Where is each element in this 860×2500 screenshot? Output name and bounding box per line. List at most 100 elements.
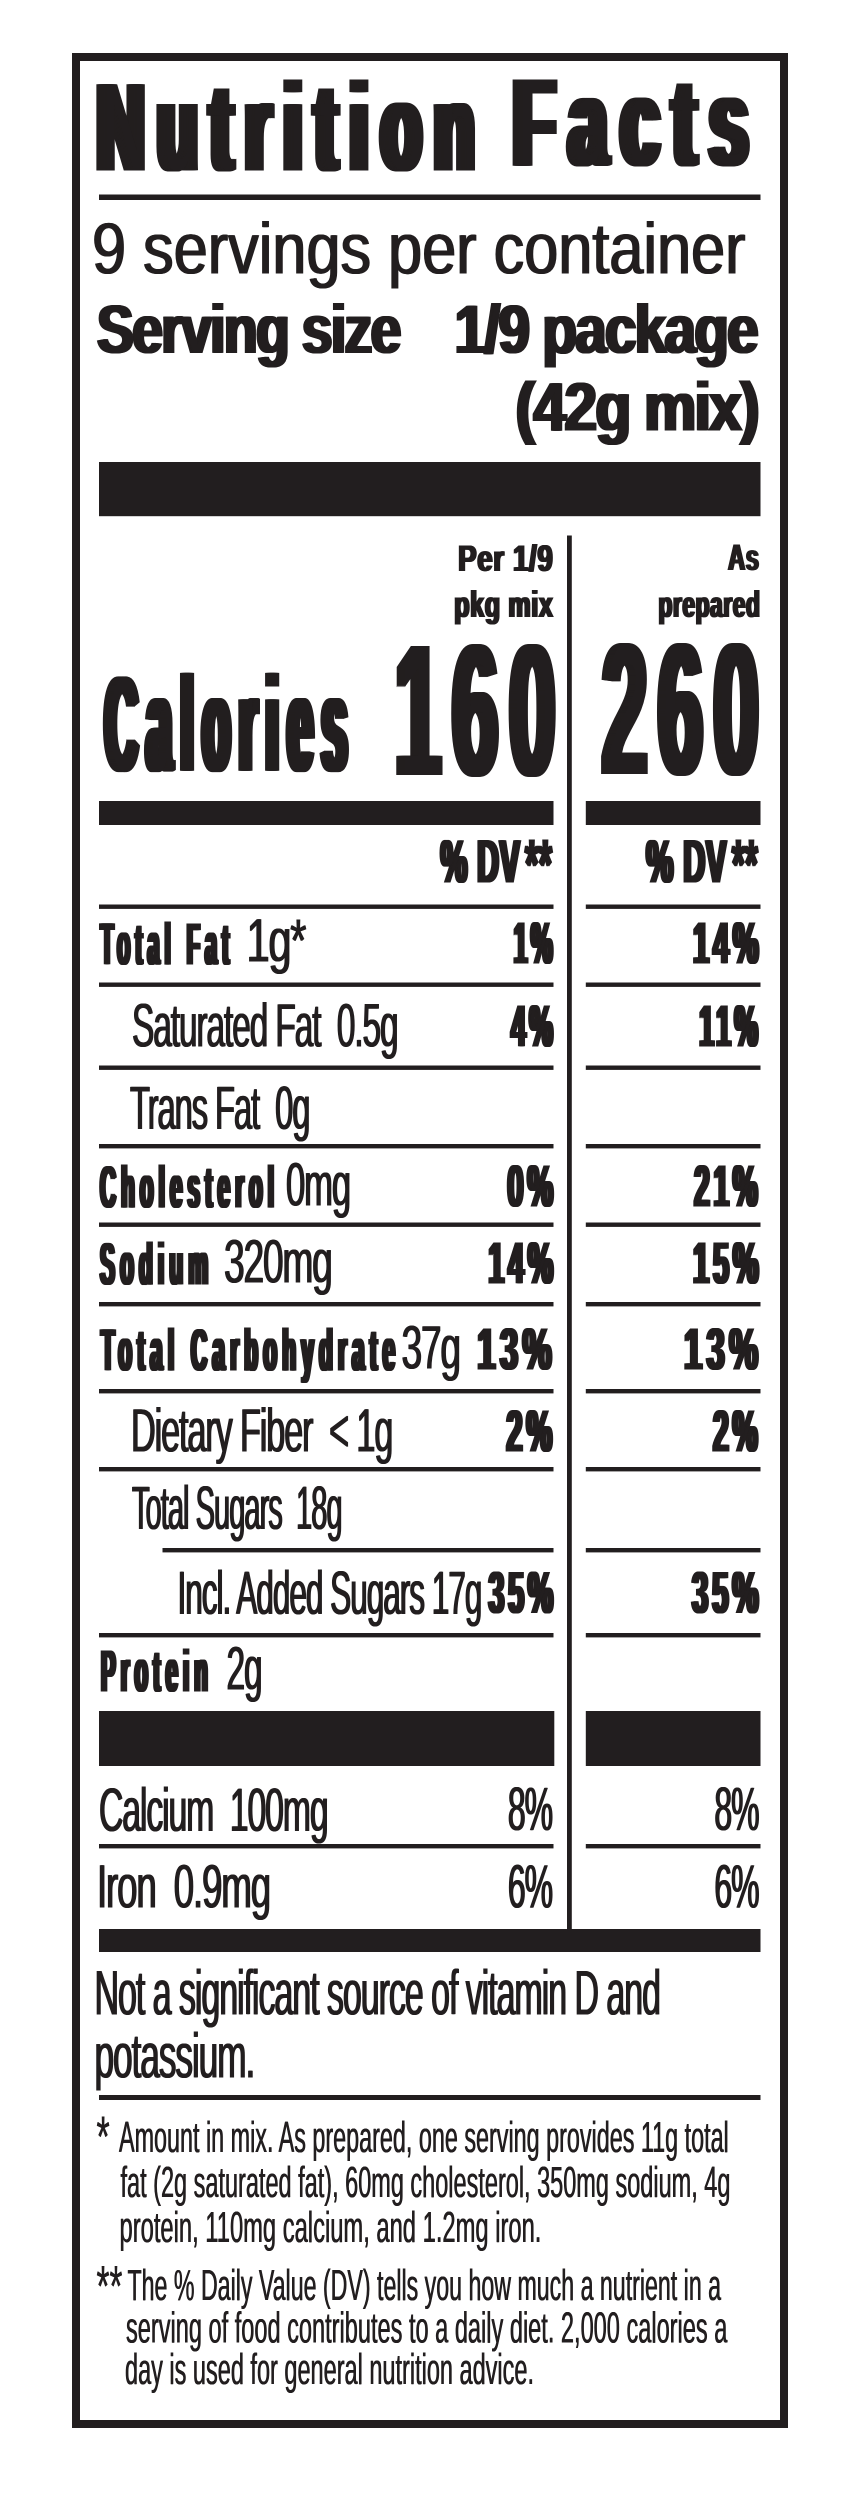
svg-text:Calories: Calories [106,650,357,800]
svg-text:1g*: 1g* [246,908,306,976]
svg-text:Total Sugars 18g: Total Sugars 18g [131,1475,341,1543]
svg-text:**: ** [96,2255,122,2320]
svg-text:% DV: % DV [441,828,521,896]
svg-text:Per 1/9: Per 1/9 [459,537,554,579]
svg-text:Cholesterol: Cholesterol [102,1156,281,1221]
svg-text:160: 160 [395,605,566,815]
svg-text:prepared: prepared [659,583,761,625]
svg-text:Incl. Added Sugars 17g: Incl. Added Sugars 17g [178,1560,482,1628]
svg-text:21%: 21% [695,1153,762,1219]
svg-text:Total Carbohydrate: Total Carbohydrate [103,1319,402,1384]
svg-text:(42g mix): (42g mix) [517,369,759,445]
svg-text:As: As [728,537,759,579]
svg-text:11%: 11% [698,994,760,1060]
svg-text:13%: 13% [477,1318,556,1384]
svg-text:14%: 14% [692,910,761,976]
svg-text:**: ** [733,824,759,905]
svg-text:13%: 13% [479,1318,558,1384]
svg-text:Amount in mix. As prepared, on: Amount in mix. As prepared, one serving … [119,2114,729,2163]
svg-text:% DV: % DV [647,828,728,896]
svg-text:Nutrition: Nutrition [96,59,486,198]
svg-text:Nutrition: Nutrition [92,59,482,198]
svg-text:160: 160 [396,605,567,815]
svg-text:protein, 110mg calcium, and 1.: protein, 110mg calcium, and 1.2mg iron. [120,2203,542,2251]
svg-text:% DV: % DV [644,828,725,896]
svg-text:11%: 11% [700,994,762,1060]
svg-text:11%: 11% [698,994,760,1060]
svg-text:pkg mix: pkg mix [453,583,552,625]
svg-text:Facts: Facts [509,54,757,193]
svg-text:potassium.: potassium. [94,2021,254,2091]
svg-text:Calories: Calories [104,650,355,800]
svg-text:Total Sugars 18g: Total Sugars 18g [132,1475,342,1543]
svg-text:0%: 0% [506,1153,556,1219]
svg-text:**: ** [732,824,758,905]
svg-text:**: ** [731,824,757,905]
svg-text:2%: 2% [506,1398,556,1464]
svg-text:Incl. Added Sugars 17g: Incl. Added Sugars 17g [178,1560,482,1628]
svg-text:Serving size: Serving size [97,292,400,368]
svg-text:35%: 35% [489,1560,557,1626]
svg-text:0mg: 0mg [286,1150,350,1219]
svg-text:0mg: 0mg [287,1150,351,1219]
svg-text:Calories: Calories [101,650,352,800]
svg-text:Total Fat: Total Fat [100,913,234,978]
svg-text:Protein: Protein [100,1640,212,1705]
svg-text:Facts: Facts [512,54,760,193]
svg-text:pkg mix: pkg mix [454,583,553,625]
svg-text:260: 260 [605,604,772,815]
svg-text:1/9 package: 1/9 package [455,292,757,368]
svg-text:% DV: % DV [439,828,519,896]
svg-text:37g: 37g [402,1313,460,1382]
svg-text:21%: 21% [693,1153,760,1219]
svg-text:Saturated Fat 0.5g: Saturated Fat 0.5g [132,992,398,1060]
svg-text:Total Fat: Total Fat [102,913,236,978]
svg-text:21%: 21% [696,1153,763,1219]
svg-text:320mg: 320mg [225,1227,333,1296]
svg-text:8%: 8% [507,1776,551,1844]
svg-text:Protein: Protein [103,1640,215,1705]
svg-text:Total Fat: Total Fat [101,913,235,978]
svg-text:4%: 4% [511,994,556,1060]
svg-text:14%: 14% [691,910,760,976]
svg-text:0mg: 0mg [285,1150,349,1219]
svg-text:Not a significant source of vi: Not a significant source of vitamin D an… [94,1957,659,2028]
svg-text:day is used for general nutrit: day is used for general nutrition advice… [125,2346,534,2395]
svg-text:Serving size: Serving size [99,292,402,368]
svg-text:Facts: Facts [513,54,761,193]
svg-text:Amount in mix. As prepared, on: Amount in mix. As prepared, one serving … [119,2114,729,2163]
svg-text:2%: 2% [508,1398,558,1464]
svg-text:35%: 35% [692,1560,763,1626]
svg-text:4%: 4% [509,994,554,1060]
svg-text:Trans Fat 0g: Trans Fat 0g [129,1075,308,1142]
svg-text:day is used for general nutrit: day is used for general nutrition advice… [125,2346,534,2395]
svg-text:260: 260 [601,604,768,815]
svg-text:% DV: % DV [646,828,727,896]
svg-text:Amount in mix. As prepared, on: Amount in mix. As prepared, one serving … [119,2114,729,2163]
svg-text:1%: 1% [515,910,557,977]
svg-text:13%: 13% [682,1318,760,1384]
svg-text:**: ** [524,825,551,905]
svg-text:Nutrition: Nutrition [102,59,492,198]
svg-text:% DV: % DV [645,828,726,896]
svg-text:Protein: Protein [99,1640,211,1705]
svg-text:8%: 8% [714,1776,758,1844]
svg-text:35%: 35% [694,1560,765,1626]
svg-text:Total Fat: Total Fat [101,913,235,978]
svg-text:% DV: % DV [648,828,729,896]
svg-text:21%: 21% [692,1153,759,1219]
svg-text:Calcium 100mg: Calcium 100mg [99,1777,328,1845]
svg-text:day is used for general nutrit: day is used for general nutrition advice… [125,2346,534,2395]
svg-text:As: As [729,537,760,579]
svg-text:Cholesterol: Cholesterol [101,1156,280,1221]
svg-text:13%: 13% [685,1318,763,1384]
svg-text:(42g mix): (42g mix) [516,369,758,445]
svg-text:fat (2g saturated fat), 60mg c: fat (2g saturated fat), 60mg cholesterol… [121,2159,731,2208]
svg-text:As: As [727,537,758,579]
svg-text:**: ** [97,2255,123,2320]
svg-text:11%: 11% [699,994,761,1060]
svg-text:6%: 6% [507,1854,551,1922]
svg-text:6%: 6% [714,1854,758,1922]
svg-text:Nutrition: Nutrition [100,59,490,198]
svg-text:Sodium: Sodium [98,1233,211,1298]
